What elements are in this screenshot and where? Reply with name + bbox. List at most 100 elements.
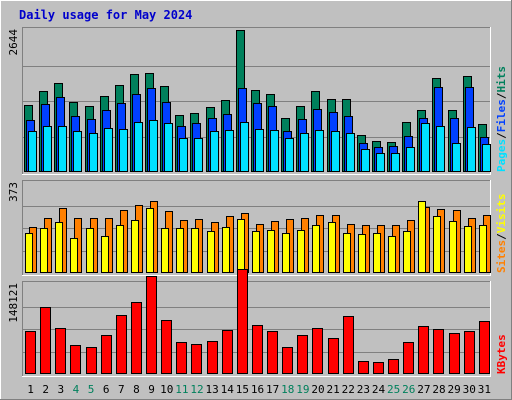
bar-pages-day-12: [194, 138, 203, 172]
series-sites: [25, 201, 487, 273]
day-label-26: 26: [402, 383, 415, 396]
bar-sites-day-17: [267, 230, 275, 273]
bar-kbytes-day-19: [297, 335, 308, 374]
legend-entry: Pages: [495, 139, 508, 172]
bar-pages-day-29: [452, 143, 461, 172]
legend-entry: /: [495, 92, 508, 99]
day-label-21: 21: [327, 383, 340, 396]
day-label-4: 4: [73, 383, 80, 396]
day-label-19: 19: [296, 383, 309, 396]
bar-pages-day-25: [391, 153, 400, 172]
bar-sites-day-6: [101, 236, 109, 273]
bar-pages-day-24: [376, 153, 385, 172]
bar-kbytes-day-20: [312, 328, 323, 374]
bar-kbytes-day-4: [70, 345, 81, 374]
day-label-15: 15: [236, 383, 249, 396]
bar-kbytes-day-10: [161, 320, 172, 374]
bar-kbytes-day-22: [343, 316, 354, 374]
legend-entry: /: [495, 233, 508, 240]
day-label-1: 1: [27, 383, 34, 396]
bar-kbytes-day-8: [131, 302, 142, 374]
bar-pages-day-13: [210, 131, 219, 172]
bar-kbytes-day-29: [449, 333, 460, 374]
day-label-27: 27: [417, 383, 430, 396]
chart-panels: 2644Pages/Files/Hits373Sites/Visits14812…: [7, 27, 508, 377]
day-label-5: 5: [88, 383, 95, 396]
chart-title: Daily usage for May 2024: [19, 8, 192, 22]
day-label-2: 2: [42, 383, 49, 396]
day-label-9: 9: [148, 383, 155, 396]
bar-kbytes-day-17: [267, 331, 278, 374]
legend-entry: Files: [495, 99, 508, 132]
bar-pages-day-22: [346, 133, 355, 172]
bar-pages-day-17: [270, 130, 279, 172]
series-kbytes: [25, 269, 490, 374]
bar-sites-day-2: [40, 228, 48, 273]
legend-entry: Hits: [495, 66, 508, 93]
bar-sites-day-16: [252, 231, 260, 273]
bar-sites-day-26: [403, 231, 411, 273]
bar-kbytes-day-23: [358, 361, 369, 374]
bar-pages-day-19: [300, 133, 309, 172]
bar-pages-day-4: [73, 131, 82, 172]
panel-legend: Pages/Files/Hits: [495, 66, 508, 172]
bar-kbytes-day-5: [86, 347, 97, 374]
bar-kbytes-day-12: [191, 344, 202, 374]
legend-entry: Visits: [495, 194, 508, 234]
panel-max-label: 2644: [7, 29, 20, 56]
day-label-22: 22: [342, 383, 355, 396]
series-pages: [28, 120, 491, 172]
bar-sites-day-18: [282, 233, 290, 273]
bar-kbytes-day-2: [40, 307, 51, 374]
bar-sites-day-13: [207, 231, 215, 273]
bar-kbytes-day-18: [282, 347, 293, 374]
day-label-29: 29: [448, 383, 461, 396]
day-label-6: 6: [103, 383, 110, 396]
panel-max-label: 148121: [7, 283, 20, 323]
bar-pages-day-1: [28, 131, 37, 172]
bar-kbytes-day-28: [433, 329, 444, 374]
bar-kbytes-day-21: [328, 338, 339, 374]
bar-sites-day-11: [176, 228, 184, 273]
bar-kbytes-day-24: [373, 362, 384, 374]
day-label-8: 8: [133, 383, 140, 396]
day-label-25: 25: [387, 383, 400, 396]
panel-legend: Sites/Visits: [495, 194, 508, 274]
bar-sites-day-20: [312, 225, 320, 273]
bar-sites-day-15: [237, 219, 245, 273]
bar-kbytes-day-7: [116, 315, 127, 374]
bar-sites-day-8: [131, 220, 139, 273]
bar-pages-day-6: [104, 128, 113, 172]
panel-visits-sites: 373 Sites/Visits: [7, 180, 508, 276]
day-label-3: 3: [58, 383, 65, 396]
bar-sites-day-12: [191, 228, 199, 273]
day-label-30: 30: [463, 383, 476, 396]
bar-sites-day-29: [449, 221, 457, 273]
bar-kbytes-day-27: [418, 326, 429, 374]
bar-pages-day-28: [436, 126, 445, 172]
bar-sites-day-22: [343, 233, 351, 273]
bar-pages-day-10: [164, 123, 173, 172]
bar-sites-day-25: [388, 236, 396, 273]
bar-sites-day-5: [86, 228, 94, 273]
bar-sites-day-9: [146, 208, 154, 273]
bar-pages-day-21: [331, 131, 340, 172]
bar-kbytes-day-1: [25, 331, 36, 374]
bar-sites-day-21: [328, 222, 336, 273]
bar-kbytes-day-14: [222, 330, 233, 374]
bar-pages-day-15: [240, 122, 249, 172]
bar-pages-day-31: [482, 144, 491, 172]
bar-kbytes-day-6: [101, 335, 112, 374]
bar-kbytes-day-25: [388, 359, 399, 374]
bar-kbytes-day-30: [464, 331, 475, 374]
bar-sites-day-28: [433, 216, 441, 273]
day-label-7: 7: [118, 383, 125, 396]
bar-sites-day-7: [116, 225, 124, 273]
day-label-20: 20: [311, 383, 324, 396]
bar-kbytes-day-11: [176, 342, 187, 374]
bar-sites-day-24: [373, 233, 381, 273]
bar-sites-day-19: [297, 230, 305, 273]
bar-sites-day-27: [418, 201, 426, 273]
bar-pages-day-11: [179, 138, 188, 172]
